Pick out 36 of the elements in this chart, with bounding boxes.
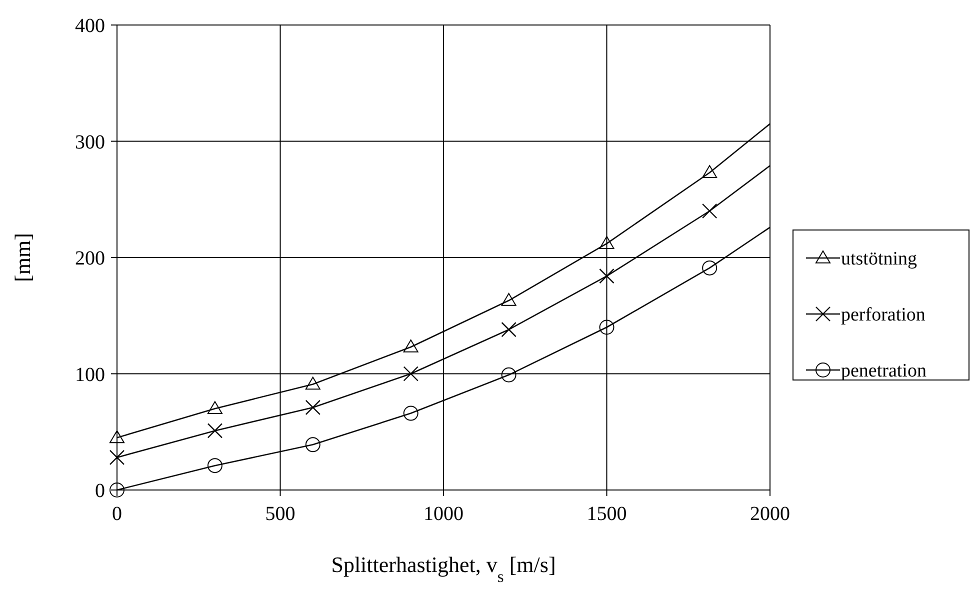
y-axis-title: [mm] bbox=[10, 233, 35, 282]
x-tick-label: 1500 bbox=[586, 503, 627, 525]
x-tick-label: 2000 bbox=[750, 503, 790, 525]
y-tick-label: 200 bbox=[75, 248, 105, 270]
x-tick-label: 1000 bbox=[424, 503, 464, 525]
point bbox=[110, 482, 124, 498]
point bbox=[207, 401, 222, 414]
x-tick-label: 0 bbox=[112, 503, 122, 525]
point bbox=[305, 376, 320, 390]
point bbox=[109, 450, 125, 466]
y-tick-label: 300 bbox=[75, 131, 105, 154]
point bbox=[207, 458, 222, 474]
point bbox=[501, 322, 516, 338]
point bbox=[702, 203, 718, 219]
x-axis-title: Splitterhastighet, v$_{s}$ [m/s] bbox=[331, 552, 556, 586]
point bbox=[305, 400, 320, 416]
y-tick-label: 400 bbox=[75, 15, 105, 37]
point bbox=[702, 260, 718, 276]
point bbox=[403, 366, 418, 382]
point bbox=[599, 268, 614, 284]
point bbox=[305, 437, 320, 452]
x-tick-label: 500 bbox=[265, 503, 296, 525]
point bbox=[702, 165, 718, 178]
y-tick-label: 100 bbox=[75, 364, 105, 386]
legend-label: perforation bbox=[841, 304, 926, 326]
point bbox=[207, 423, 223, 438]
point bbox=[110, 430, 124, 444]
point bbox=[599, 320, 614, 335]
y-tick-label: 0 bbox=[95, 480, 105, 502]
legend-label: utstötning bbox=[841, 248, 918, 270]
legend-label: penetration bbox=[841, 360, 927, 382]
point bbox=[403, 406, 418, 421]
point bbox=[501, 367, 516, 382]
point bbox=[501, 293, 516, 306]
point bbox=[403, 340, 418, 352]
point bbox=[599, 236, 614, 249]
